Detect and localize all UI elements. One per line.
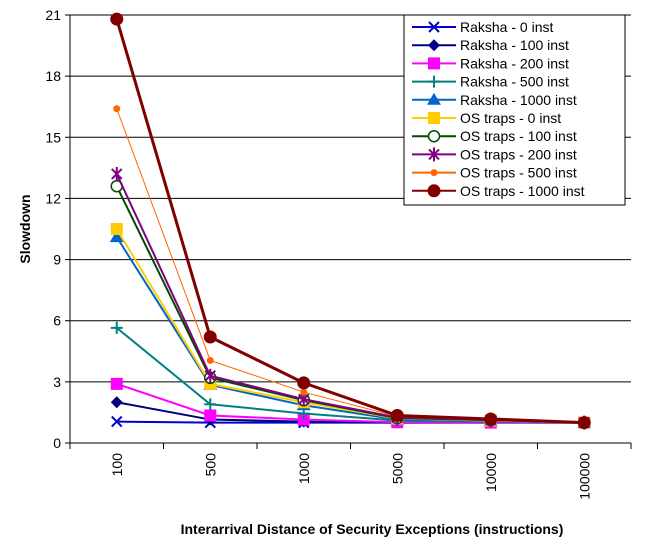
legend-item: OS traps - 200 inst bbox=[412, 146, 577, 162]
data-point bbox=[484, 412, 498, 426]
legend-label: OS traps - 0 inst bbox=[460, 110, 561, 126]
legend-marker bbox=[430, 169, 438, 177]
legend-label: OS traps - 200 inst bbox=[460, 146, 577, 162]
y-tick-label: 18 bbox=[45, 68, 61, 84]
x-axis: 100 500 1000 5000 10000 100000 bbox=[69, 442, 632, 500]
legend-item: Raksha - 0 inst bbox=[412, 19, 553, 35]
legend-label: Raksha - 500 inst bbox=[460, 74, 569, 90]
data-point bbox=[110, 12, 124, 26]
data-point bbox=[204, 398, 217, 411]
data-point bbox=[204, 368, 216, 383]
x-tick-label: 500 bbox=[202, 453, 218, 477]
data-point bbox=[111, 415, 123, 428]
data-point bbox=[113, 105, 121, 113]
data-point bbox=[204, 409, 217, 422]
legend-item: Raksha - 100 inst bbox=[412, 37, 569, 53]
legend-label: OS traps - 500 inst bbox=[460, 165, 577, 181]
y-tick-label: 21 bbox=[45, 7, 61, 23]
y-tick-label: 12 bbox=[45, 190, 61, 206]
legend-marker bbox=[428, 39, 440, 52]
series-line bbox=[115, 185, 585, 424]
legend-marker bbox=[428, 21, 440, 33]
legend-label: OS traps - 1000 inst bbox=[460, 183, 585, 199]
legend-marker bbox=[427, 129, 441, 143]
y-tick-label: 6 bbox=[53, 313, 61, 329]
legend-item: OS traps - 1000 inst bbox=[412, 183, 585, 199]
data-point bbox=[111, 166, 123, 181]
data-point bbox=[390, 408, 404, 422]
x-tick-label: 100000 bbox=[576, 453, 592, 500]
x-tick-label: 1000 bbox=[296, 453, 312, 484]
series-line bbox=[115, 18, 585, 425]
x-axis-title: Interarrival Distance of Security Except… bbox=[181, 521, 564, 537]
data-point bbox=[203, 330, 217, 344]
data-point bbox=[109, 230, 124, 243]
legend-marker bbox=[427, 92, 441, 105]
y-axis-title: Slowdown bbox=[17, 194, 33, 263]
data-point bbox=[110, 321, 123, 334]
legend-item: Raksha - 200 inst bbox=[412, 55, 569, 71]
x-tick-label: 10000 bbox=[483, 453, 499, 492]
legend-marker bbox=[428, 147, 440, 162]
legend-marker bbox=[428, 75, 440, 88]
data-point bbox=[110, 377, 123, 390]
data-point bbox=[297, 413, 310, 426]
data-point bbox=[110, 223, 123, 235]
legend-label: Raksha - 1000 inst bbox=[460, 92, 577, 108]
y-tick-label: 3 bbox=[53, 374, 61, 390]
data-point bbox=[110, 396, 123, 409]
x-tick-label: 100 bbox=[109, 453, 125, 477]
series-6 bbox=[110, 179, 591, 429]
series-9 bbox=[110, 12, 591, 430]
legend-item: OS traps - 0 inst bbox=[412, 110, 561, 126]
legend-label: Raksha - 100 inst bbox=[460, 37, 569, 53]
legend-label: Raksha - 200 inst bbox=[460, 55, 569, 71]
y-axis: 0 3 6 9 12 15 18 21 bbox=[45, 7, 71, 451]
legend-item: OS traps - 100 inst bbox=[412, 128, 577, 144]
legend-marker bbox=[428, 57, 440, 70]
legend-marker bbox=[427, 184, 441, 198]
legend-item: Raksha - 500 inst bbox=[412, 74, 569, 90]
legend-item: Raksha - 1000 inst bbox=[412, 92, 577, 108]
x-tick-label: 5000 bbox=[389, 453, 405, 484]
series-group bbox=[109, 12, 592, 430]
legend-marker bbox=[428, 112, 440, 124]
gridlines bbox=[70, 14, 631, 444]
data-point bbox=[577, 416, 591, 430]
y-tick-label: 15 bbox=[45, 129, 61, 145]
data-point bbox=[300, 388, 308, 396]
legend-label: Raksha - 0 inst bbox=[460, 19, 553, 35]
y-tick-label: 9 bbox=[53, 252, 61, 268]
series-7 bbox=[111, 166, 590, 430]
legend-label: OS traps - 100 inst bbox=[460, 128, 577, 144]
legend: Raksha - 0 inst Raksha - 100 inst Raksha -… bbox=[403, 14, 626, 206]
legend-item: OS traps - 500 inst bbox=[412, 165, 577, 181]
data-point bbox=[206, 356, 214, 364]
data-point bbox=[297, 376, 311, 390]
y-tick-label: 0 bbox=[53, 435, 61, 451]
